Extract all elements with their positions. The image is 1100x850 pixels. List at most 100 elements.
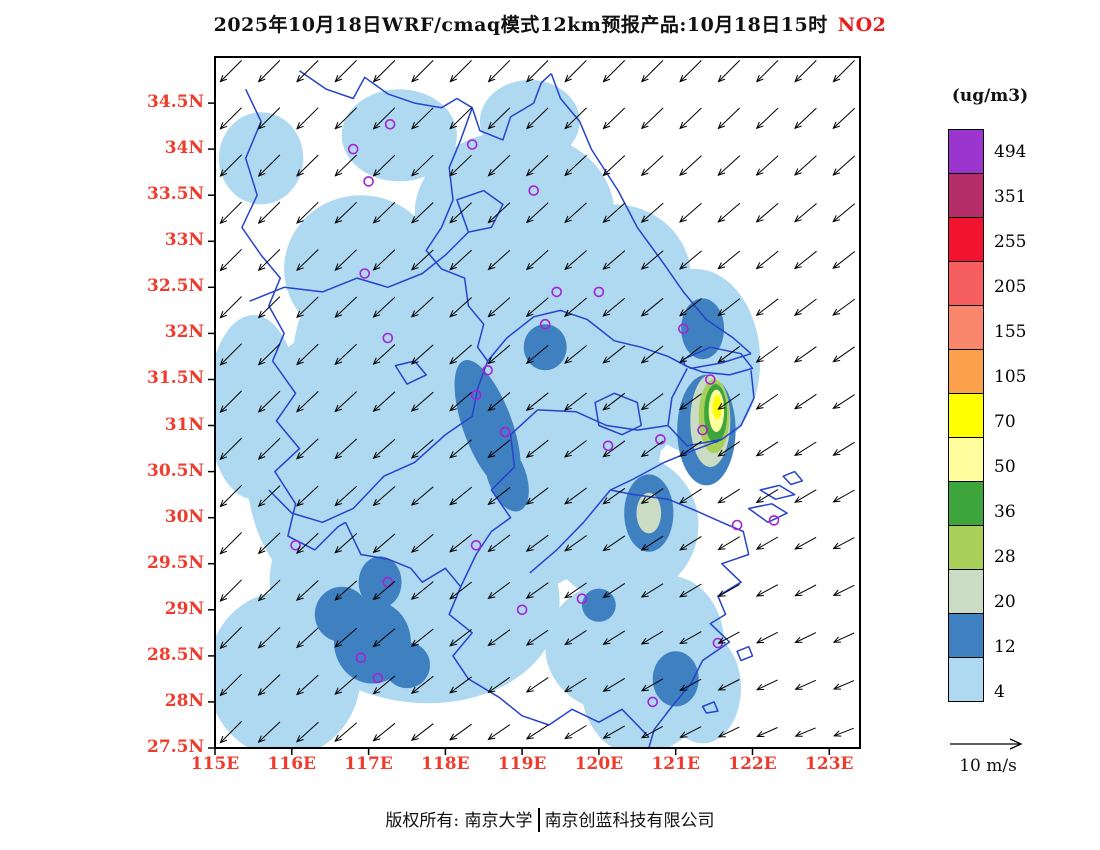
wind-arrow-head — [602, 591, 611, 599]
lat-tick-label: 31.5N — [147, 368, 204, 389]
colorbar-value-label: 494 — [994, 142, 1027, 162]
wind-arrow-head — [602, 74, 611, 83]
wind-arrow — [756, 536, 779, 550]
boundary-zhejiang-west-border — [460, 409, 539, 588]
wind-arrow — [756, 441, 779, 457]
wind-arrow — [488, 629, 511, 646]
wind-arrow — [449, 391, 472, 412]
boundary-chongming-island — [682, 346, 754, 376]
wind-arrow-head — [410, 404, 419, 412]
wind-arrow-head — [296, 216, 304, 224]
wind-arrow — [258, 296, 281, 318]
wind-arrow — [564, 630, 587, 646]
wind-arrow — [718, 536, 740, 550]
city-marker — [347, 143, 359, 155]
wind-arrow — [258, 579, 281, 601]
wind-arrow-head — [411, 216, 419, 224]
wind-arrow — [296, 107, 319, 130]
wind-arrow — [334, 627, 358, 648]
no2-shaded-region — [479, 80, 580, 163]
wind-arrow-head — [410, 686, 419, 694]
wind-arrow — [449, 202, 472, 223]
lat-tick-label: 29N — [164, 598, 204, 619]
wind-arrow-head — [449, 74, 457, 83]
wind-arrow-head — [296, 169, 304, 177]
wind-arrow — [833, 584, 855, 596]
wind-arrow — [334, 438, 358, 459]
lat-tick-label: 27.5N — [147, 737, 204, 757]
wind-arrow-head — [833, 730, 842, 737]
wind-arrow-head — [449, 686, 458, 694]
wind-arrow — [220, 201, 242, 224]
wind-arrow — [679, 535, 702, 551]
wind-arrow-head — [296, 74, 304, 83]
wind-arrow — [794, 298, 817, 316]
colorbar-segment — [948, 261, 984, 306]
wind-arrow-head — [257, 688, 266, 696]
wind-arrow — [296, 532, 319, 554]
wind-arrow-head — [640, 731, 650, 739]
wind-arrow — [756, 155, 779, 176]
wind-arrow-head — [257, 169, 266, 177]
wind-arrow-head — [525, 356, 534, 365]
wind-arrow — [488, 297, 511, 317]
wind-arrow — [756, 250, 779, 269]
wind-arrow — [488, 344, 511, 364]
wind-arrow — [718, 345, 741, 363]
colorbar-segment — [948, 657, 984, 702]
wind-arrow — [411, 202, 434, 224]
wind-arrow — [411, 391, 434, 412]
wind-arrow-head — [295, 687, 304, 696]
colorbar-value-label: 20 — [994, 592, 1016, 612]
boundary-zhoushan-island-1 — [747, 503, 788, 524]
wind-arrow-head — [257, 74, 266, 83]
wind-arrow — [220, 579, 242, 602]
wind-arrow-head — [219, 358, 228, 366]
wind-arrow — [679, 631, 702, 644]
wind-arrow-head — [487, 74, 496, 83]
wind-arrow-head — [296, 122, 304, 130]
wind-arrow-head — [334, 122, 343, 130]
colorbar-value-label: 70 — [994, 412, 1016, 432]
wind-arrow-head — [295, 593, 304, 602]
no2-shaded-region — [218, 112, 304, 205]
wind-arrow — [833, 60, 855, 82]
wind-arrow — [258, 343, 281, 366]
wind-arrow-head — [372, 310, 381, 318]
wind-arrow — [220, 437, 242, 460]
wind-arrow — [641, 202, 664, 223]
wind-arrow — [833, 632, 855, 643]
copyright-footer: 版权所有: 南京大学 南京创蓝科技有限公司 — [0, 806, 1100, 832]
wind-arrow-head — [832, 355, 841, 363]
wind-arrow — [373, 60, 396, 82]
wind-arrow-head — [832, 121, 841, 130]
no2-shaded-region — [484, 440, 529, 512]
wind-arrow-head — [793, 402, 802, 410]
wind-arrow-head — [372, 451, 381, 460]
wind-arrow-head — [640, 544, 649, 551]
wind-arrow-head — [334, 451, 343, 460]
wind-arrow-head — [257, 735, 266, 743]
wind-arrow — [373, 438, 396, 459]
wind-arrow — [411, 344, 434, 365]
wind-arrow-head — [717, 168, 726, 177]
wind-reference-arrow — [950, 738, 1023, 750]
wind-arrow — [411, 154, 434, 177]
wind-arrow — [564, 487, 587, 505]
wind-arrow — [488, 581, 511, 599]
wind-arrow-head — [832, 589, 841, 596]
wind-arrow-head — [755, 262, 764, 270]
wind-arrow — [258, 438, 281, 460]
no2-shaded-region — [341, 89, 457, 182]
wind-arrow-head — [525, 403, 534, 411]
wind-arrow-head — [410, 545, 419, 553]
wind-arrow — [334, 107, 357, 130]
wind-arrow-head — [525, 168, 534, 177]
wind-arrow — [718, 107, 741, 129]
wind-arrow — [411, 675, 434, 694]
wind-arrow — [833, 394, 855, 409]
wind-arrow — [641, 535, 664, 551]
wind-arrow-head — [219, 499, 228, 508]
wind-arrow — [373, 107, 396, 130]
wind-arrow — [795, 727, 816, 737]
